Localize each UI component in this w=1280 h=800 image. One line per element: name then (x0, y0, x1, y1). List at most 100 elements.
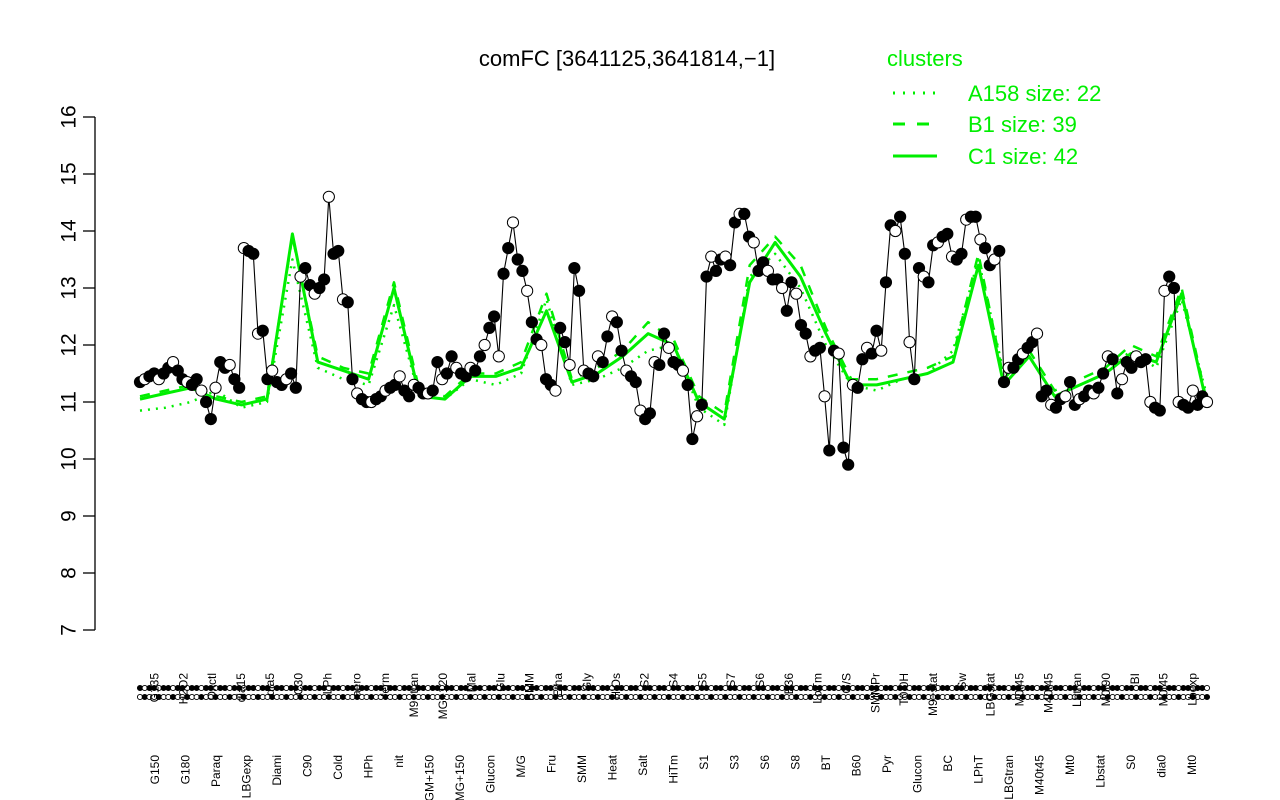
data-point (525, 316, 538, 329)
data-point (851, 381, 864, 394)
x-tick-label: GM+150 (423, 755, 437, 800)
data-point (941, 227, 954, 240)
data-point (1063, 375, 1077, 389)
x-tick-label: M/G (514, 755, 528, 778)
data-point (473, 350, 487, 363)
data-point (469, 364, 482, 377)
data-point (691, 410, 704, 423)
x-tick-label: C90 (301, 755, 315, 777)
data-point (558, 336, 572, 349)
data-point (256, 324, 269, 337)
x-tick-label: Mt0 (1063, 755, 1077, 775)
data-point (818, 390, 831, 403)
x-tick-label: ferm (378, 673, 392, 697)
x-tick-label: S7 (724, 673, 738, 688)
legend-label-c1: C1 size: 42 (968, 144, 1078, 169)
y-tick-label: 7 (58, 624, 81, 636)
data-point (709, 264, 723, 277)
data-point (502, 242, 515, 255)
data-point (898, 247, 911, 260)
x-tick-label: Etha (551, 673, 565, 698)
legend-title: clusters (887, 46, 963, 71)
x-tick-label: S6 (758, 755, 772, 770)
data-point (1097, 367, 1110, 380)
x-tick-label: LBGtran (1002, 755, 1016, 800)
chart-title: comFC [3641125,3641814,−1] (479, 46, 775, 71)
data-point (676, 364, 690, 377)
data-point (1106, 353, 1119, 366)
legend-label-a158: A158 size: 22 (968, 81, 1101, 106)
x-tick-label: S1 (697, 755, 711, 770)
data-point (346, 373, 359, 386)
data-point (199, 395, 213, 409)
data-point (1167, 281, 1181, 295)
x-tick-label: BI (1128, 673, 1142, 684)
legend: clusters A158 size: 22 B1 size: 39 C1 si… (887, 46, 1101, 169)
data-point (190, 373, 203, 386)
data-point (445, 350, 458, 363)
x-tick-label: BMM (522, 673, 536, 701)
data-point (521, 284, 534, 297)
x-tick-label: Cold (331, 755, 345, 780)
data-point (195, 384, 208, 397)
x-tick-label: Glu (493, 673, 507, 692)
x-tick-label: Glucon (484, 755, 498, 793)
data-point (1115, 373, 1129, 386)
x-tick-label: C30 (292, 673, 306, 695)
data-point (799, 327, 812, 340)
data-point (1059, 390, 1072, 403)
data-point (681, 378, 694, 391)
x-tick-label: aero (349, 673, 363, 697)
x-tick-label: T0.0H (897, 673, 911, 706)
x-tick-label: Gly (580, 673, 594, 691)
data-point (879, 276, 893, 289)
y-tick-label: 15 (58, 162, 81, 185)
data-point (686, 432, 699, 446)
data-point (601, 330, 614, 343)
x-tick-label: LoTm (811, 673, 825, 704)
x-tick-label: S4 (667, 673, 681, 688)
x-tick-marker (1203, 693, 1211, 701)
data-point (695, 398, 708, 411)
x-tick-label: HiOs (609, 673, 623, 700)
x-tick-label: SMM (575, 755, 589, 783)
data-point (1200, 395, 1214, 409)
data-point (568, 261, 581, 275)
data-point (1111, 387, 1124, 400)
data-point (483, 321, 496, 334)
x-tick-label: Fru (545, 755, 559, 773)
data-point (785, 276, 798, 289)
data-point (1163, 270, 1176, 283)
data-point (549, 384, 562, 397)
data-point (813, 341, 826, 354)
x-tick-label: BC (941, 755, 955, 772)
data-point (497, 267, 510, 280)
x-tick-label: dia0 (1154, 755, 1168, 778)
data-point (341, 296, 354, 309)
y-tick-label: 8 (58, 567, 81, 579)
data-point (1040, 384, 1053, 397)
x-tick-label: Sw (955, 673, 969, 690)
data-point (997, 375, 1011, 389)
data-point (572, 284, 586, 297)
data-point (596, 356, 609, 369)
gene-points (133, 190, 1214, 471)
data-point (832, 347, 845, 360)
x-tick-label: dia15 (234, 673, 248, 703)
x-tick-label: BT (819, 754, 833, 770)
data-point (1139, 353, 1152, 366)
data-point (969, 210, 982, 223)
x-tick-label: SMMPr (868, 673, 882, 713)
data-point (823, 444, 836, 457)
x-tick-label: H2O2 (176, 673, 190, 705)
x-tick-label: Lbstat (1093, 754, 1107, 787)
x-tick-label: Heat (606, 754, 620, 780)
x-tick-label: M40t45 (1032, 755, 1046, 795)
x-tick-label: nit (392, 754, 406, 767)
data-point (610, 316, 623, 329)
data-point (700, 270, 713, 283)
x-tick-label: S0 (1124, 755, 1138, 770)
x-tick-label: S6 (753, 673, 767, 688)
data-point (506, 216, 520, 229)
